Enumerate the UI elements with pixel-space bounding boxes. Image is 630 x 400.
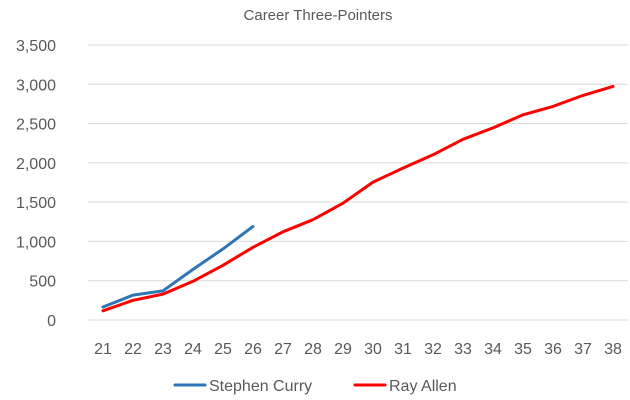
y-tick-label: 1,000 bbox=[16, 234, 56, 251]
x-tick-label: 38 bbox=[604, 341, 622, 358]
y-tick-label: 500 bbox=[29, 274, 56, 291]
series-line-stephen-curry bbox=[101, 224, 255, 309]
x-axis-ticks: 21 22 23 24 25 26 27 28 29 30 31 32 33 34 35 36 37 38 bbox=[94, 341, 622, 358]
x-tick-label: 33 bbox=[454, 341, 472, 358]
x-tick-label: 30 bbox=[364, 341, 382, 358]
legend-label-stephen-curry: Stephen Curry bbox=[209, 378, 312, 395]
y-tick-label: 2,000 bbox=[16, 156, 56, 173]
x-tick-label: 22 bbox=[124, 341, 142, 358]
gridlines bbox=[88, 44, 628, 321]
series-line-ray-allen bbox=[101, 84, 615, 313]
x-tick-label: 24 bbox=[184, 341, 202, 358]
x-tick-label: 31 bbox=[394, 341, 412, 358]
x-tick-label: 34 bbox=[484, 341, 502, 358]
x-tick-label: 25 bbox=[214, 341, 232, 358]
series-lines bbox=[101, 84, 615, 313]
x-tick-label: 29 bbox=[334, 341, 352, 358]
y-tick-label: 0 bbox=[47, 313, 56, 330]
x-tick-label: 23 bbox=[154, 341, 172, 358]
y-axis-ticks: 0 500 1,000 1,500 2,000 2,500 3,000 3,500 bbox=[16, 38, 56, 330]
x-tick-label: 32 bbox=[424, 341, 442, 358]
y-tick-label: 2,500 bbox=[16, 117, 56, 134]
chart-title: Career Three-Pointers bbox=[244, 7, 393, 24]
x-tick-label: 35 bbox=[514, 341, 532, 358]
x-tick-label: 21 bbox=[94, 341, 112, 358]
x-tick-label: 28 bbox=[304, 341, 322, 358]
legend-label-ray-allen: Ray Allen bbox=[389, 378, 457, 395]
x-tick-label: 27 bbox=[274, 341, 292, 358]
y-tick-label: 1,500 bbox=[16, 195, 56, 212]
x-tick-label: 37 bbox=[574, 341, 592, 358]
y-tick-label: 3,500 bbox=[16, 38, 56, 55]
legend: Stephen Curry Ray Allen bbox=[173, 378, 457, 395]
y-tick-label: 3,000 bbox=[16, 77, 56, 94]
x-tick-label: 26 bbox=[244, 341, 262, 358]
x-tick-label: 36 bbox=[544, 341, 562, 358]
